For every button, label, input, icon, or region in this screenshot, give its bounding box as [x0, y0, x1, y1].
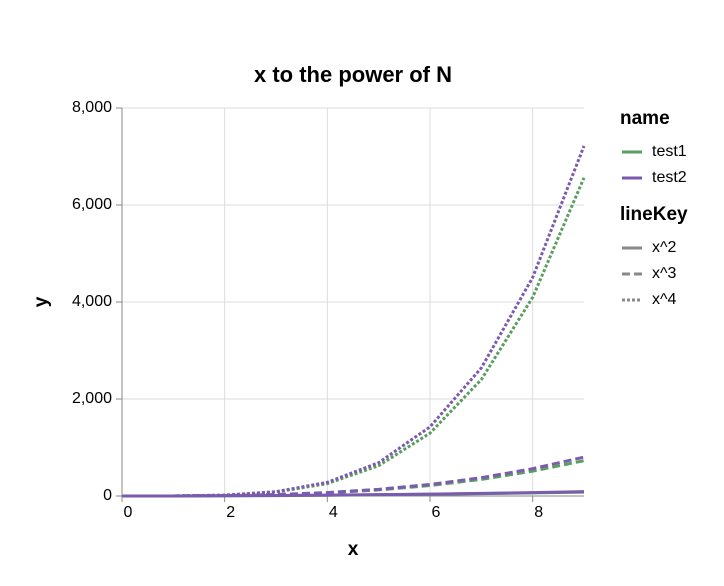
- x-tick-label: 8: [534, 504, 543, 521]
- x-tick-label: 4: [329, 504, 338, 521]
- chart-title: x to the power of N: [254, 62, 452, 87]
- x-tick-label: 2: [226, 504, 235, 521]
- line: [121, 145, 586, 498]
- legend-label: test2: [652, 169, 687, 186]
- legend-label: test1: [652, 143, 687, 160]
- legend-label: x^4: [652, 291, 677, 308]
- x-axis-title: x: [348, 539, 359, 560]
- y-tick-label: 4,000: [72, 293, 112, 310]
- y-tick-label: 6,000: [72, 196, 112, 213]
- line: [121, 455, 585, 498]
- y-tick-label: 0: [103, 487, 112, 504]
- line: [121, 177, 586, 498]
- legend-title: name: [620, 108, 670, 129]
- legend-label: x^2: [652, 239, 677, 256]
- y-axis-title: y: [31, 296, 52, 307]
- x-tick-label: 0: [124, 504, 133, 521]
- x-tick-label: 6: [432, 504, 441, 521]
- y-tick-label: 8,000: [72, 99, 112, 116]
- legend-label: x^3: [652, 265, 677, 282]
- y-tick-label: 2,000: [72, 390, 112, 407]
- legend-title: lineKey: [620, 204, 688, 225]
